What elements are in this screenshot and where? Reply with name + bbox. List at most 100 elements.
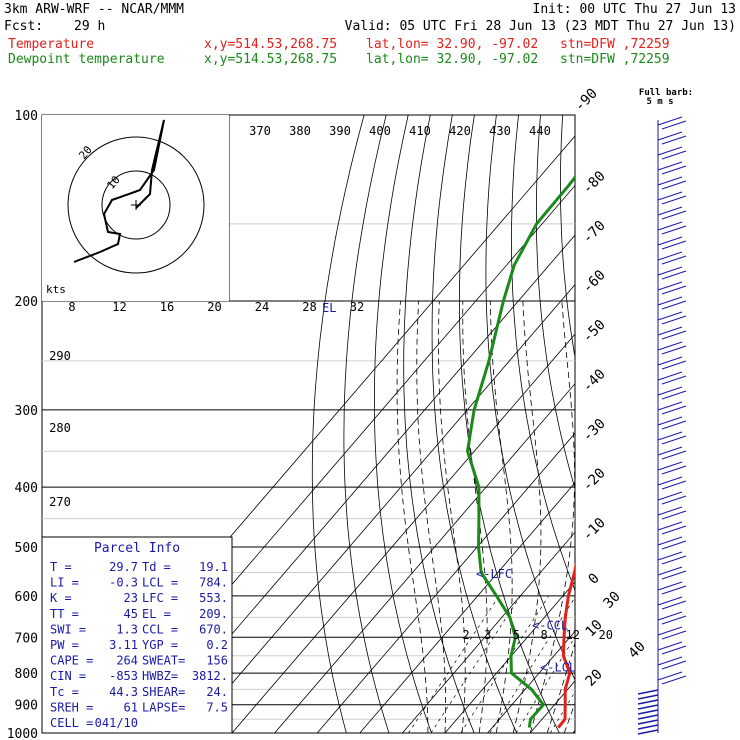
dry-adiabat	[536, 115, 575, 490]
dry-adiabat	[651, 115, 740, 740]
wind-barb-low	[637, 689, 659, 695]
parcel-value: 24.	[206, 685, 228, 699]
wind-barb-flag	[661, 495, 687, 505]
isotherm-label: -40	[580, 366, 609, 395]
wind-barb	[657, 536, 683, 546]
wind-barb	[657, 446, 683, 456]
isotherm-label: 40	[626, 639, 649, 662]
parcel-label: PW =	[50, 638, 79, 652]
el-marker: EL	[322, 301, 336, 315]
parcel-label: SWI =	[50, 622, 86, 636]
wind-barb-flag	[661, 165, 687, 175]
wind-barb	[657, 221, 683, 231]
mixing-ratio-top-label: 16	[160, 300, 174, 314]
wind-barb	[657, 281, 683, 291]
hodograph-ring-inner	[101, 170, 171, 240]
isotherm-line	[359, 482, 575, 733]
parcel-value: 7.5	[206, 700, 228, 714]
moist-adiabat	[462, 300, 488, 733]
pressure-tick-label: 900	[15, 699, 38, 714]
pressure-tick-label: 1000	[7, 727, 38, 740]
isotherm-label: 30	[601, 589, 624, 612]
parcel-value: 156	[206, 654, 228, 668]
theta-label: 440	[529, 124, 551, 138]
isotherm-line	[444, 581, 575, 733]
parcel-value: 1.3	[116, 622, 138, 636]
wind-barb-flag	[661, 675, 687, 685]
wind-barb-flag	[661, 330, 687, 340]
wind-barb-flag	[661, 435, 687, 445]
wind-barb	[657, 596, 683, 606]
mixing-ratio-label: 5	[513, 628, 520, 642]
mixing-ratio-label: 8	[541, 628, 548, 642]
parcel-label: SWEAT=	[142, 654, 185, 668]
parcel-label: Td =	[142, 560, 171, 574]
wind-barb-flag	[661, 120, 687, 130]
model-title: 3km ARW-WRF -- NCAR/MMM	[4, 2, 185, 17]
valid-time: Valid: 05 UTC Fri 28 Jun 13 (23 MDT Thu …	[344, 19, 736, 34]
parcel-label: T =	[50, 560, 72, 574]
wind-barb-flag	[661, 480, 687, 490]
parcel-label: CELL =	[50, 716, 93, 730]
init-time: Init: 00 UTC Thu 27 Jun 13	[532, 2, 737, 17]
dry-adiabat	[403, 115, 475, 733]
wind-barb-flag	[661, 300, 687, 310]
parcel-label: EL =	[142, 607, 171, 621]
mixing-ratio-top-label: 32	[350, 300, 364, 314]
parcel-label: Tc =	[50, 685, 79, 699]
parcel-label: SHEAR=	[142, 685, 185, 699]
mixing-ratio-line	[549, 690, 575, 733]
wind-barb-flag	[661, 375, 687, 385]
mixing-ratio-top-label: 12	[112, 300, 126, 314]
wind-barb-flag	[661, 525, 687, 535]
wind-barb-flag	[661, 540, 687, 550]
ccl-marker: <-CCL	[532, 619, 568, 633]
wind-barb-low	[637, 709, 659, 715]
wind-barb	[657, 566, 683, 576]
theta-label: 370	[249, 124, 271, 138]
mixing-ratio-label: 3	[484, 628, 491, 642]
temp-latlon: lat,lon= 32.90, -97.02	[366, 37, 539, 52]
isotherm-label: -70	[580, 218, 609, 247]
wind-barb-flag	[661, 360, 687, 370]
parcel-label: K =	[50, 591, 72, 605]
wind-barb-low	[637, 699, 659, 705]
parcel-label: LI =	[50, 576, 79, 590]
wind-barb-low	[637, 694, 659, 700]
wind-barb	[657, 521, 683, 531]
mixing-ratio-line	[515, 636, 575, 733]
hodograph-ring-outer	[67, 136, 205, 274]
mixing-ratio-label: 2	[462, 628, 469, 642]
temperature-curve	[557, 562, 575, 729]
parcel-label: SREH =	[50, 700, 93, 714]
parcel-value: 670.	[199, 622, 228, 636]
parcel-label: LCL =	[142, 576, 178, 590]
wind-barb	[657, 626, 683, 636]
theta-e-label: 270	[49, 495, 71, 509]
wind-barb	[657, 251, 683, 261]
pressure-tick-label: 700	[15, 631, 38, 646]
parcel-value: -0.3	[109, 576, 138, 590]
dry-adiabat	[431, 115, 518, 733]
isotherm-line	[188, 284, 575, 733]
isotherm-label: -90	[572, 86, 601, 115]
isotherm-line	[231, 333, 575, 733]
wind-barb	[657, 431, 683, 441]
wind-barb	[657, 161, 683, 171]
forecast-label: Fcst:	[4, 19, 44, 34]
wind-barb-flag	[661, 645, 687, 655]
parcel-value: 45	[124, 607, 138, 621]
isotherm-label: -30	[580, 416, 609, 445]
parcel-value: 0.2	[206, 638, 228, 652]
isotherm-line	[316, 432, 575, 733]
temp-station: stn=DFW ,72259	[560, 37, 670, 52]
theta-e-label: 280	[49, 421, 71, 435]
wind-barb-flag	[661, 660, 687, 670]
moist-adiabat	[416, 300, 447, 733]
theta-label: 400	[369, 124, 391, 138]
dewpoint-legend: Dewpoint temperature	[8, 52, 165, 67]
mixing-ratio-top-label: 24	[255, 300, 269, 314]
parcel-info-title: Parcel Info	[94, 541, 180, 556]
isotherm-line	[529, 680, 575, 733]
theta-label: 380	[289, 124, 311, 138]
